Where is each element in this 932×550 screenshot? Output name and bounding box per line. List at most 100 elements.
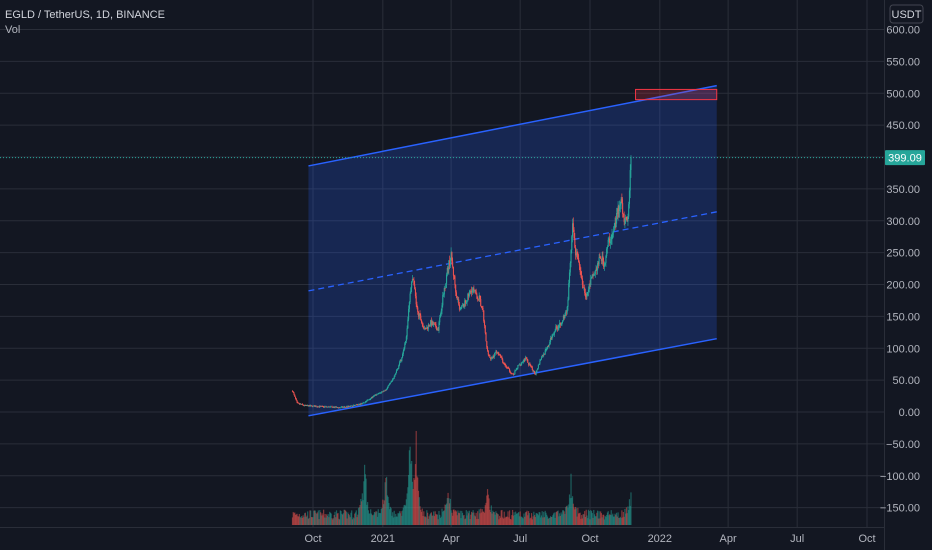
volume-bar <box>485 502 487 525</box>
candle-body <box>524 359 526 361</box>
volume-bar <box>445 503 448 525</box>
candle-body <box>610 239 612 242</box>
channel-lower-line <box>308 337 717 417</box>
price-axis[interactable]: 600.00550.00500.00450.00400.00350.00300.… <box>880 25 920 515</box>
candle-body <box>488 354 490 356</box>
volume-bar <box>506 516 508 525</box>
volume-bar <box>390 508 392 525</box>
volume-bar <box>326 515 329 525</box>
candle-body <box>611 234 613 240</box>
candle-body <box>623 214 625 222</box>
candle-body <box>460 307 462 309</box>
candle-body <box>576 252 578 256</box>
volume-bar <box>394 517 396 525</box>
volume-bar <box>424 516 426 525</box>
volume-bar <box>331 518 333 525</box>
volume-bar <box>413 478 415 525</box>
volume-bar <box>520 516 522 525</box>
symbol-title[interactable]: EGLD / TetherUS, 1D, BINANCE <box>5 9 165 21</box>
candle-body <box>516 368 518 370</box>
volume-bar <box>357 514 359 525</box>
candle-body <box>419 313 421 316</box>
candle-body <box>512 373 514 375</box>
candle-body <box>414 284 416 289</box>
volume-bar <box>369 513 371 525</box>
candle-body <box>347 406 349 408</box>
volume-bar <box>515 513 517 525</box>
candle-body <box>581 275 583 279</box>
volume-bar <box>487 494 489 525</box>
volume-indicator-label[interactable]: Vol <box>5 24 20 36</box>
volume-bar <box>532 516 534 525</box>
candle-body <box>442 294 444 306</box>
candle-body <box>590 278 592 285</box>
candle-body <box>478 295 480 300</box>
volume-bar <box>470 514 472 525</box>
candle-body <box>559 322 561 326</box>
volume-bar <box>419 506 421 525</box>
candle-body <box>622 214 624 215</box>
volume-bar <box>628 510 630 525</box>
candle-body <box>617 206 619 214</box>
candle-body <box>304 405 306 406</box>
volume-bar <box>323 509 325 525</box>
candle-body <box>553 334 555 336</box>
volume-bar <box>417 477 419 525</box>
currency-button[interactable]: USDT <box>889 4 924 24</box>
candle-body <box>622 203 624 215</box>
candle-body <box>616 213 618 214</box>
candle-body <box>430 320 432 326</box>
volume-bar <box>623 516 625 525</box>
volume-bar <box>624 508 626 525</box>
volume-bar <box>571 496 574 525</box>
candle-body <box>304 405 306 406</box>
volume-bar <box>386 495 388 525</box>
volume-bar <box>398 513 400 525</box>
volume-bar <box>401 515 403 525</box>
candle-body <box>599 257 601 259</box>
candle-body <box>514 370 516 375</box>
candle-body <box>363 402 365 404</box>
candle-body <box>577 255 579 258</box>
volume-bar <box>310 517 313 525</box>
candle-body <box>297 402 299 404</box>
parallel-channel[interactable] <box>308 84 718 417</box>
candle-body <box>477 298 479 300</box>
volume-bar <box>305 517 307 525</box>
volume-bar <box>489 509 491 525</box>
candle-body <box>521 362 523 365</box>
candle-body <box>407 319 409 329</box>
time-axis[interactable]: Oct 2021 Apr Jul Oct 2022 Apr Jul Oct <box>304 533 875 545</box>
candle-body <box>392 378 394 380</box>
candle-body <box>382 391 384 393</box>
volume-bar <box>297 516 299 525</box>
candle-body <box>448 260 450 271</box>
volume-bar <box>603 519 606 525</box>
volume-bar <box>553 512 555 525</box>
volume-bar <box>523 513 525 525</box>
candle-body <box>521 361 524 363</box>
candle-body <box>395 370 398 374</box>
y-tick-label: −100.00 <box>880 471 920 483</box>
volume-bar <box>421 508 423 525</box>
candle-body <box>597 263 599 265</box>
volume-bar <box>618 518 620 525</box>
candle-body <box>444 287 446 289</box>
volume-bar <box>581 515 583 525</box>
candle-body <box>311 405 313 407</box>
candle-body <box>398 362 401 366</box>
volume-bar <box>302 515 304 525</box>
volume-bar <box>610 510 612 525</box>
volume-bar <box>496 512 498 525</box>
candle-body <box>553 331 555 335</box>
candle-body <box>336 406 338 408</box>
candle-body <box>499 354 501 356</box>
current-price-tag-background <box>885 150 925 166</box>
volume-bar <box>442 510 445 525</box>
volume-bar <box>507 511 509 525</box>
volume-bar <box>552 513 555 525</box>
volume-bar <box>590 511 593 525</box>
candle-body <box>349 405 351 407</box>
candle-body <box>581 278 583 285</box>
